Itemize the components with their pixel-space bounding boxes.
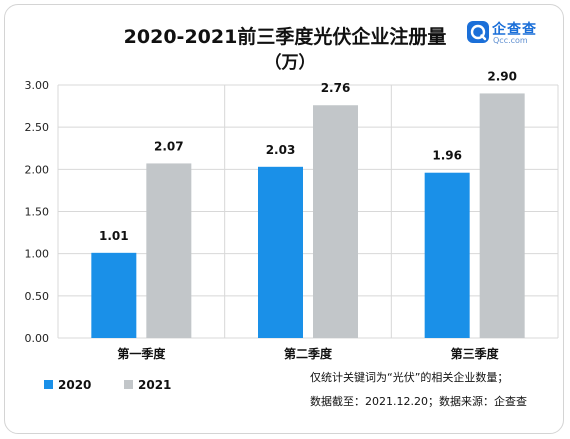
- legend-label-2021: 2021: [138, 378, 171, 392]
- legend-label-2020: 2020: [58, 378, 91, 392]
- source-note-line1: 仅统计关键词为“光伏”的相关企业数量；: [310, 370, 508, 384]
- bar-value-label: 1.96: [432, 149, 462, 163]
- y-tick-label: 0.50: [25, 290, 50, 303]
- y-tick-label: 1.50: [25, 206, 50, 219]
- legend: 2020 2021: [44, 378, 171, 392]
- bar-2021: [479, 93, 525, 338]
- bar-2020: [91, 252, 137, 338]
- logo-name: 企查查: [492, 22, 537, 38]
- bars: 1.01 2.07 2.03 2.76 1.96 2.90: [91, 69, 525, 339]
- bar-value-label: 1.01: [99, 229, 129, 243]
- y-tick-label: 0.00: [25, 332, 50, 345]
- chart-title: 2020-2021前三季度光伏企业注册量: [124, 25, 447, 48]
- source-note-line2: 数据截至：2021.12.20；数据来源：企查查: [310, 394, 527, 408]
- y-tick-label: 1.00: [25, 248, 50, 261]
- y-tick-label: 3.00: [25, 79, 50, 92]
- y-axis-ticks: 0.00 0.50 1.00 1.50 2.00 2.50 3.00: [25, 79, 50, 345]
- bar-2021: [146, 163, 192, 338]
- bar-value-label: 2.03: [266, 143, 296, 157]
- bar-2021: [313, 105, 358, 339]
- y-tick-label: 2.50: [25, 121, 50, 134]
- y-tick-label: 2.00: [25, 163, 50, 176]
- bar-value-label: 2.07: [154, 139, 184, 153]
- x-category-label: 第一季度: [117, 346, 166, 361]
- bar-2020: [258, 166, 303, 338]
- logo-sub: Qcc.com: [493, 36, 528, 45]
- chart-subtitle: （万）: [265, 52, 316, 73]
- qcc-logo-icon: [467, 21, 489, 43]
- bar-value-label: 2.90: [487, 69, 517, 83]
- qcc-logo: 企查查 Qcc.com: [466, 19, 558, 49]
- bar-value-label: 2.76: [321, 81, 351, 95]
- x-category-label: 第三季度: [451, 346, 500, 361]
- x-axis-labels: 第一季度 第二季度 第三季度: [117, 346, 499, 361]
- legend-swatch-2020: [44, 380, 53, 389]
- bar-2020: [424, 172, 470, 338]
- legend-swatch-2021: [124, 380, 133, 389]
- x-category-label: 第二季度: [284, 346, 333, 361]
- gridlines: [57, 84, 559, 339]
